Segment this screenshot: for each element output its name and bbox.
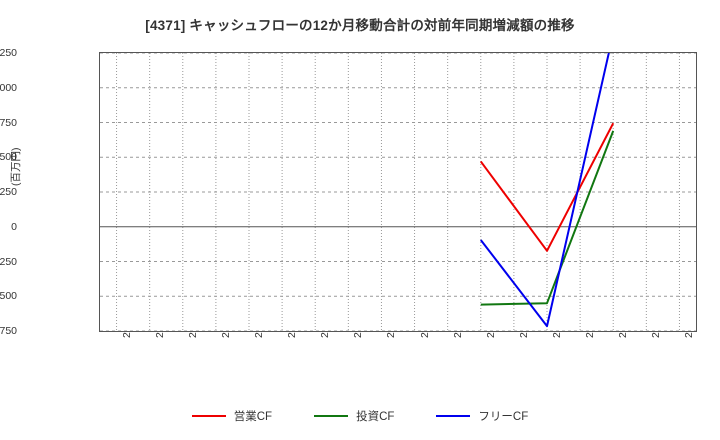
legend-item[interactable]: 営業CF bbox=[191, 408, 273, 424]
chart-title: [4371] キャッシュフローの12か月移動合計の対前年同期増減額の推移 bbox=[145, 18, 575, 33]
plot-inner bbox=[100, 53, 696, 331]
plot-svg bbox=[100, 53, 696, 331]
y-tick-label: -750 bbox=[0, 325, 17, 337]
legend-color-swatch bbox=[314, 415, 349, 417]
y-tick-label: 0 bbox=[11, 220, 17, 233]
y-tick-label: -250 bbox=[0, 255, 17, 268]
chart-legend: 営業CF 投資CF フリーCF bbox=[0, 408, 720, 424]
y-tick-label: 1,000 bbox=[0, 81, 17, 94]
y-tick-label: 250 bbox=[0, 186, 17, 198]
legend-item[interactable]: フリーCF bbox=[436, 408, 528, 424]
series-line bbox=[479, 122, 615, 252]
series-line bbox=[480, 130, 615, 306]
y-tick-label: -500 bbox=[0, 290, 17, 303]
legend-label: 投資CF bbox=[356, 411, 395, 423]
y-tick-label: 750 bbox=[0, 116, 17, 129]
legend-color-swatch bbox=[436, 415, 471, 417]
legend-color-swatch bbox=[191, 415, 226, 417]
plot-area bbox=[99, 52, 697, 332]
legend-label: フリーCF bbox=[478, 411, 529, 423]
legend-label: 営業CF bbox=[233, 411, 273, 423]
legend-item[interactable]: 投資CF bbox=[314, 408, 394, 424]
y-tick-label: 1,250 bbox=[0, 47, 17, 59]
y-tick-label: 500 bbox=[0, 151, 17, 164]
series-line bbox=[479, 53, 610, 328]
